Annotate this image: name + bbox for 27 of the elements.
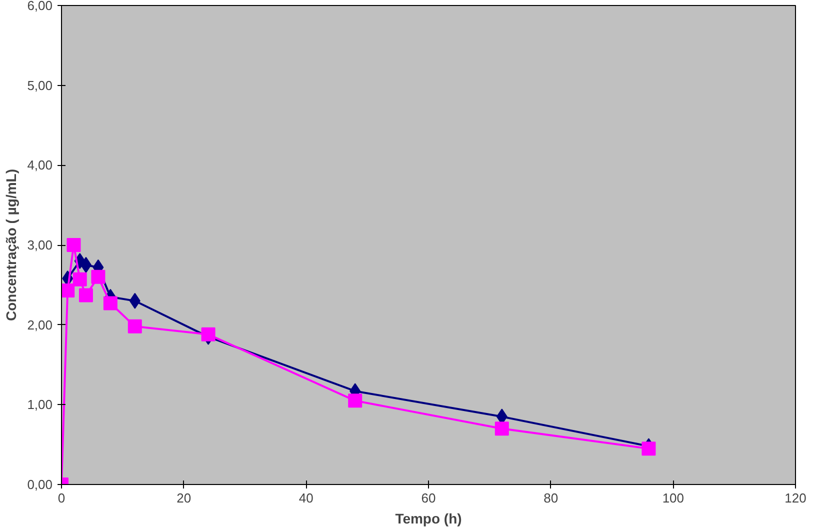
- x-tick-label: 40: [298, 490, 314, 506]
- x-tick-label: 80: [544, 490, 558, 506]
- point: [642, 442, 656, 456]
- y-tick-label: 4,00: [27, 158, 53, 173]
- point: [62, 284, 75, 298]
- point: [103, 296, 118, 310]
- x-tick-label: 60: [421, 490, 436, 506]
- x-tick-label: 0: [58, 490, 66, 506]
- y-tick-label: 3,00: [27, 238, 53, 252]
- point: [348, 394, 362, 408]
- y-axis-title: Concentração ( µg/mL): [3, 169, 20, 321]
- point: [72, 272, 87, 286]
- y-tick-label: 0,00: [27, 477, 53, 492]
- x-tick-label: 20: [176, 490, 192, 506]
- x-tick-label: 120: [784, 490, 806, 506]
- y-tick-label: 1,00: [27, 397, 53, 412]
- x-axis-title: Tempo (h): [395, 510, 462, 526]
- y-tick-label: 6,00: [27, 0, 53, 13]
- point: [128, 319, 142, 334]
- point: [201, 327, 216, 342]
- y-tick-label: 2,00: [27, 317, 53, 332]
- y-tick-label: 5,00: [27, 78, 53, 93]
- point: [91, 270, 106, 284]
- point: [494, 422, 509, 436]
- point: [66, 238, 81, 252]
- x-tick-label: 100: [662, 490, 684, 506]
- point: [78, 288, 93, 302]
